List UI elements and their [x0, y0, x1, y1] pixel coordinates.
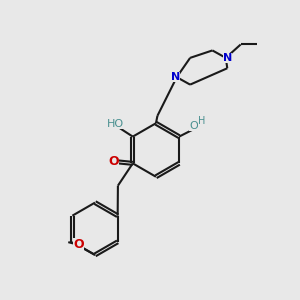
Text: N: N [223, 53, 232, 63]
Text: N: N [171, 72, 180, 82]
Text: O: O [74, 238, 84, 251]
Text: HO: HO [106, 119, 124, 129]
Text: O: O [108, 155, 119, 168]
Text: O: O [190, 121, 198, 131]
Text: H: H [198, 116, 205, 126]
